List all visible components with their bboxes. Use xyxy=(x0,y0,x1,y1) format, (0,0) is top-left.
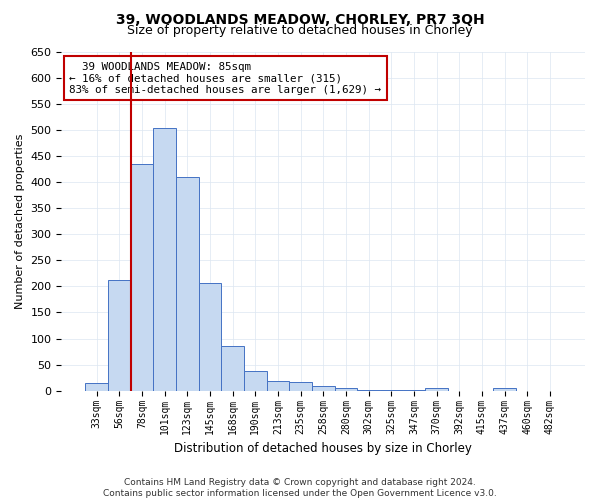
Bar xyxy=(131,164,153,391)
Bar xyxy=(289,382,312,391)
Bar xyxy=(266,382,289,391)
Bar xyxy=(357,390,380,391)
Bar xyxy=(176,177,199,391)
Text: Size of property relative to detached houses in Chorley: Size of property relative to detached ho… xyxy=(127,24,473,37)
Text: 39 WOODLANDS MEADOW: 85sqm
← 16% of detached houses are smaller (315)
83% of sem: 39 WOODLANDS MEADOW: 85sqm ← 16% of deta… xyxy=(69,62,381,95)
Text: 39, WOODLANDS MEADOW, CHORLEY, PR7 3QH: 39, WOODLANDS MEADOW, CHORLEY, PR7 3QH xyxy=(116,12,484,26)
Bar xyxy=(108,280,131,391)
Bar xyxy=(425,388,448,391)
Bar xyxy=(199,282,221,391)
X-axis label: Distribution of detached houses by size in Chorley: Distribution of detached houses by size … xyxy=(174,442,472,455)
Y-axis label: Number of detached properties: Number of detached properties xyxy=(15,134,25,309)
Text: Contains HM Land Registry data © Crown copyright and database right 2024.
Contai: Contains HM Land Registry data © Crown c… xyxy=(103,478,497,498)
Bar xyxy=(312,386,335,391)
Bar xyxy=(380,390,403,391)
Bar xyxy=(221,346,244,391)
Bar xyxy=(153,128,176,391)
Bar xyxy=(493,388,516,391)
Bar xyxy=(335,388,357,391)
Bar xyxy=(85,383,108,391)
Bar xyxy=(403,390,425,391)
Bar xyxy=(244,371,266,391)
